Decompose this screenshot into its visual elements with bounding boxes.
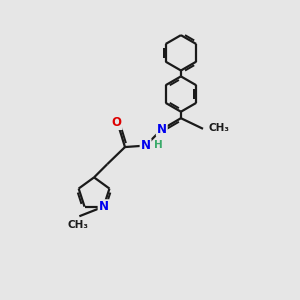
Text: N: N: [141, 139, 151, 152]
Text: N: N: [157, 123, 167, 136]
Text: CH₃: CH₃: [68, 220, 88, 230]
Text: CH₃: CH₃: [208, 123, 229, 133]
Text: N: N: [99, 200, 109, 213]
Text: O: O: [112, 116, 122, 129]
Text: H: H: [154, 140, 163, 150]
